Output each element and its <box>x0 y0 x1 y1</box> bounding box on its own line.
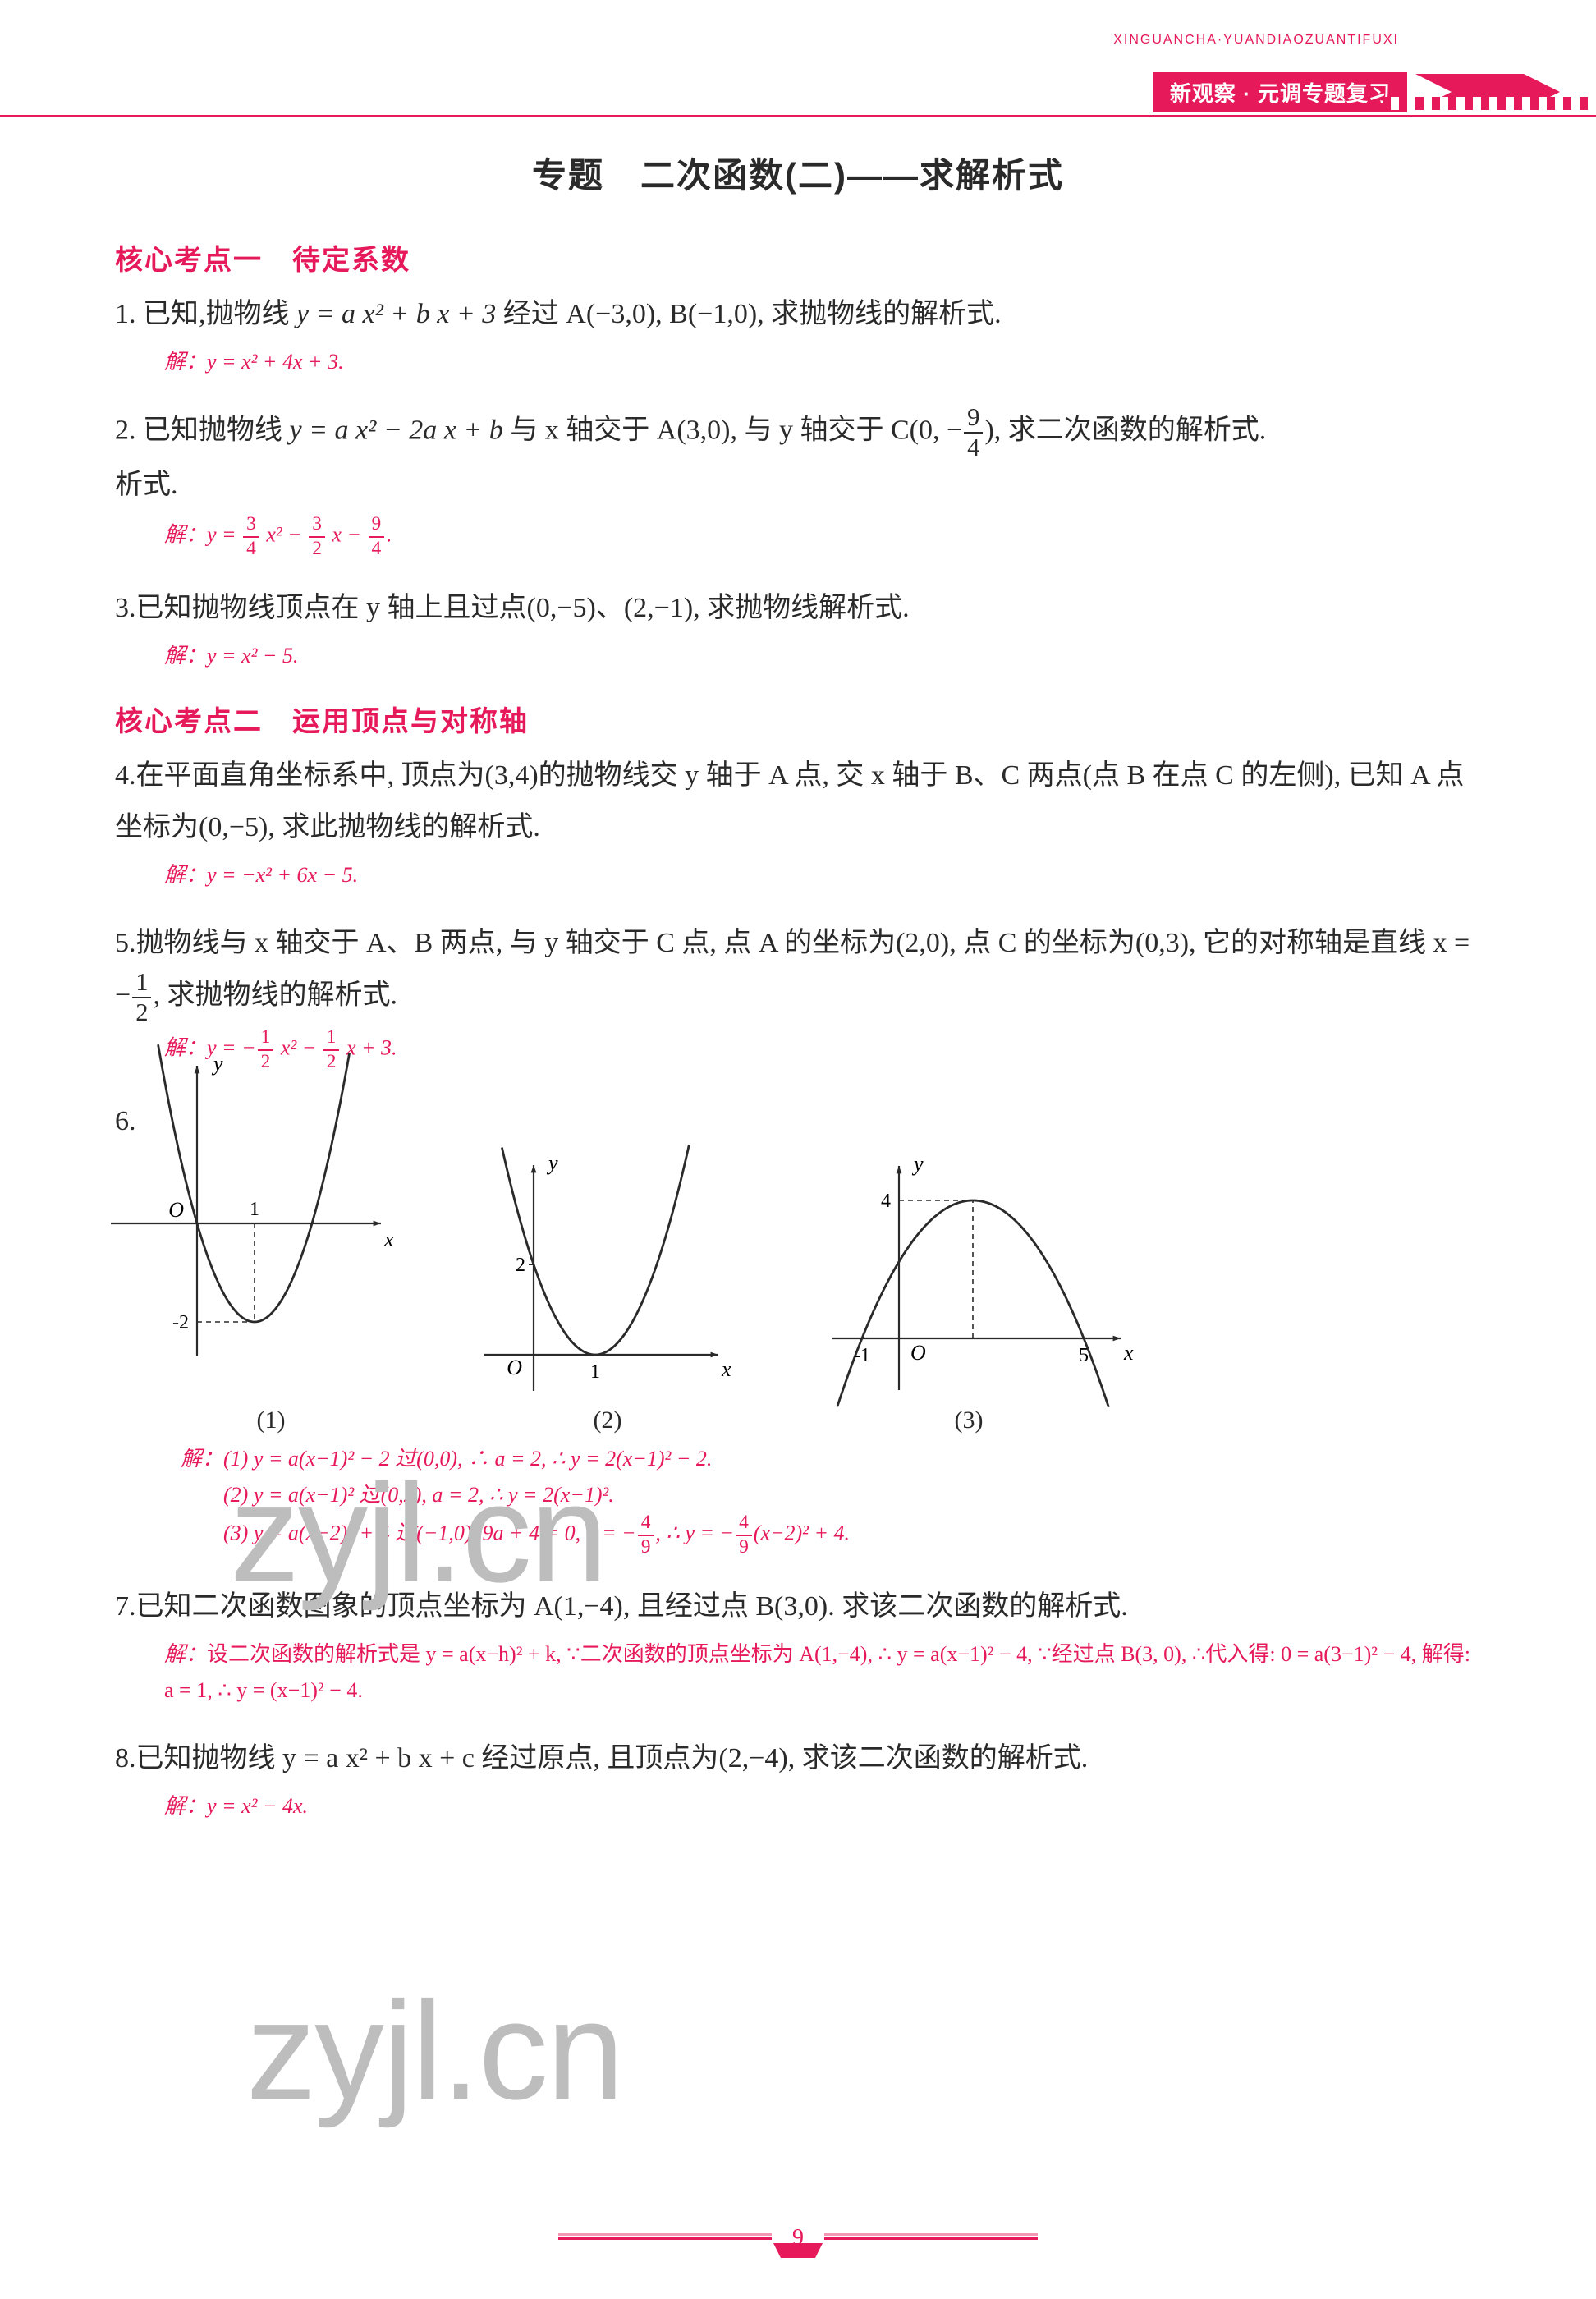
question-2: 2. 已知抛物线 y = a x² − 2a x + b 与 x 轴交于 A(3… <box>115 405 1481 512</box>
footer-line-left <box>558 2237 772 2240</box>
parabola-chart-2: Oxy12 <box>484 1158 731 1396</box>
svg-text:4: 4 <box>881 1191 891 1212</box>
header-rule <box>0 115 1596 117</box>
question-7: 7.已知二次函数图象的顶点坐标为 A(1,−4), 且经过点 B(3,0). 求… <box>115 1581 1481 1633</box>
watermark-2: zyjl.cn <box>246 1971 622 2132</box>
chart-1: Oxy1-2 (1) <box>148 1158 394 1434</box>
svg-text:2: 2 <box>516 1255 525 1276</box>
answer-2: 解：y = 34 x² − 32 x − 94. <box>164 515 1481 558</box>
q6-charts: Oxy1-2 (1) Oxy12 (2) Oxy-154 (3) <box>148 1158 1481 1434</box>
svg-text:x: x <box>1123 1341 1134 1365</box>
answer-5: 解：y = −12 x² − 12 x + 3. <box>164 1028 1481 1071</box>
svg-text:O: O <box>910 1341 926 1365</box>
question-1: 1. 已知,抛物线 y = a x² + b x + 3 经过 A(−3,0),… <box>115 289 1481 341</box>
question-5: 5.抛物线与 x 轴交于 A、B 两点, 与 y 轴交于 C 点, 点 A 的坐… <box>115 918 1481 1025</box>
svg-text:-1: -1 <box>854 1345 870 1366</box>
answer-4: 解：y = −x² + 6x − 5. <box>164 857 1481 893</box>
svg-text:O: O <box>168 1198 184 1222</box>
parabola-chart-1: Oxy1-2 <box>148 1158 394 1396</box>
question-6: 6. <box>115 1096 1481 1148</box>
header-stripes-icon <box>1383 97 1596 110</box>
question-8: 8.已知抛物线 y = a x² + b x + c 经过原点, 且顶点为(2,… <box>115 1733 1481 1785</box>
q1-num: 1. <box>115 299 136 329</box>
keypoint-1: 核心考点一 待定系数 <box>115 237 1481 278</box>
svg-text:y: y <box>211 1052 223 1076</box>
svg-text:1: 1 <box>250 1199 259 1220</box>
svg-text:O: O <box>507 1356 522 1379</box>
answer-6: 解：(1) y = a(x−1)² − 2 过(0,0), ∴ a = 2, ∴… <box>181 1441 1481 1557</box>
answer-7: 解：设二次函数的解析式是 y = a(x−h)² + k, ∵二次函数的顶点坐标… <box>164 1636 1481 1709</box>
svg-text:-2: -2 <box>172 1312 189 1333</box>
svg-text:5: 5 <box>1079 1345 1089 1366</box>
q1-text: 已知,抛物线 y = a x² + b x + 3 经过 A(−3,0), B(… <box>143 299 1002 329</box>
answer-3: 解：y = x² − 5. <box>164 638 1481 674</box>
header-pinyin: XINGUANCHA·YUANDIAOZUANTIFUXI <box>1113 33 1399 48</box>
answer-1: 解：y = x² + 4x + 3. <box>164 344 1481 380</box>
footer-line-right <box>824 2237 1038 2240</box>
question-4: 4.在平面直角坐标系中, 顶点为(3,4)的抛物线交 y 轴于 A 点, 交 x… <box>115 750 1481 854</box>
svg-text:x: x <box>721 1357 732 1381</box>
parabola-chart-3: Oxy-154 <box>821 1158 1117 1396</box>
keypoint-2: 核心考点二 运用顶点与对称轴 <box>115 699 1481 739</box>
page-title: 专题 二次函数(二)——求解析式 <box>115 148 1481 198</box>
svg-text:y: y <box>911 1152 924 1176</box>
footer-ribbon-icon <box>773 2243 823 2258</box>
header-bar: 新观察 · 元调专题复习 <box>939 66 1596 118</box>
chart-3: Oxy-154 (3) <box>821 1158 1117 1434</box>
svg-text:1: 1 <box>590 1361 600 1383</box>
q2-num: 2. <box>115 415 136 445</box>
question-3: 3.已知抛物线顶点在 y 轴上且过点(0,−5)、(2,−1), 求抛物线解析式… <box>115 583 1481 635</box>
svg-text:y: y <box>546 1151 558 1175</box>
chart-2: Oxy12 (2) <box>484 1158 731 1434</box>
header-brand: 新观察 · 元调专题复习 <box>1153 72 1407 112</box>
answer-8: 解：y = x² − 4x. <box>164 1788 1481 1824</box>
svg-text:x: x <box>383 1228 394 1251</box>
page-content: 专题 二次函数(二)——求解析式 核心考点一 待定系数 1. 已知,抛物线 y … <box>115 148 1481 1824</box>
